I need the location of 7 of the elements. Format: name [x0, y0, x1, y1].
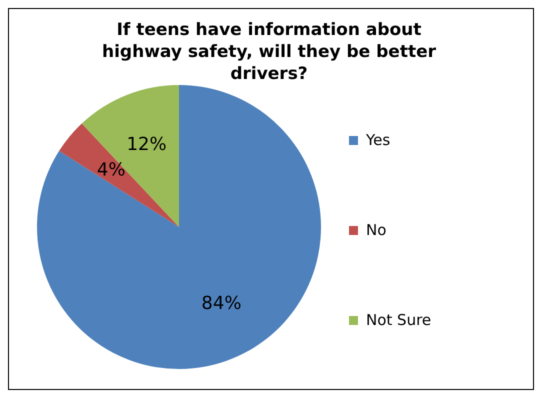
data-label: 4%	[96, 160, 126, 181]
chart-title: If teens have information about highway safety, will they be better drivers?	[101, 19, 437, 85]
legend-label: Yes	[366, 131, 390, 149]
data-label: 12%	[126, 134, 167, 155]
legend-label: Not Sure	[366, 311, 432, 329]
data-label: 84%	[201, 292, 242, 314]
legend-label: No	[366, 221, 386, 239]
